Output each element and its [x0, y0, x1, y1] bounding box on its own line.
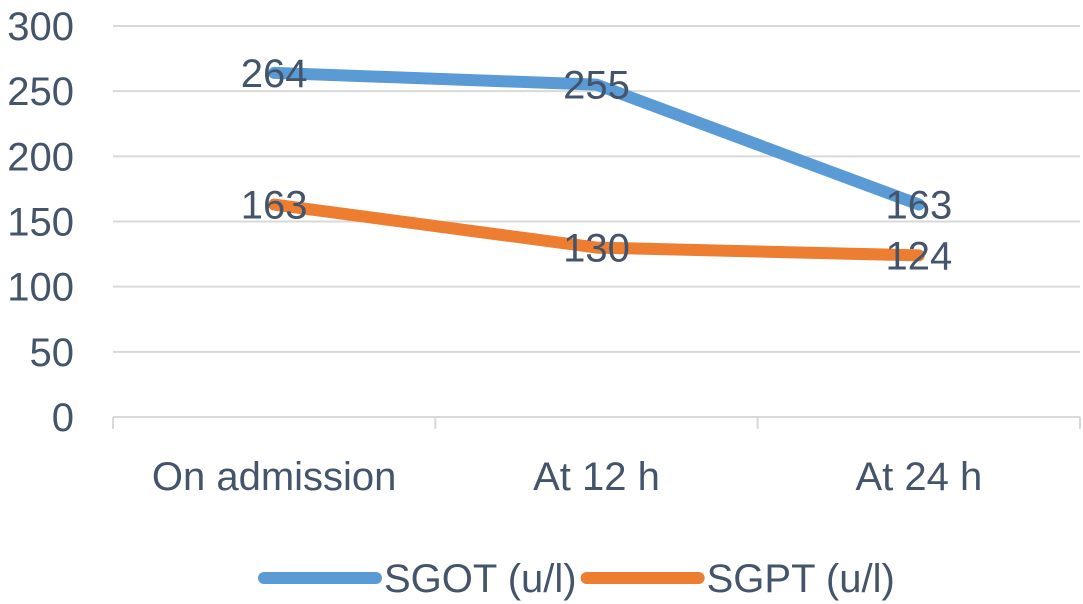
y-tick-label-250: 250: [7, 70, 74, 114]
x-axis: [112, 416, 1081, 429]
x-tick-label-0: On admission: [152, 455, 397, 499]
data-labels: 264 255 163 163 130 124: [241, 52, 952, 278]
series-line-0: [268, 66, 925, 211]
data-label-1-0: 163: [241, 184, 308, 228]
data-label-1-1: 130: [563, 227, 630, 271]
gridlines: [113, 25, 1080, 353]
data-label-0-1: 255: [563, 64, 630, 108]
data-label-1-2: 124: [885, 234, 952, 278]
x-axis-tick-labels: On admission At 12 h At 24 h: [152, 455, 982, 499]
series-lines: [268, 66, 925, 262]
series-line-1: [268, 198, 925, 262]
x-tick-label-2: At 24 h: [855, 455, 982, 499]
data-label-0-0: 264: [241, 52, 308, 96]
y-axis-tick-labels: 0 50 100 150 200 250 300: [7, 5, 74, 440]
y-tick-label-100: 100: [7, 266, 74, 310]
y-tick-label-300: 300: [7, 5, 74, 49]
data-label-0-2: 163: [885, 184, 952, 228]
legend-label-1: SGPT (u/l): [707, 557, 895, 601]
legend-label-0: SGOT (u/l): [384, 557, 577, 601]
y-tick-label-150: 150: [7, 201, 74, 245]
y-tick-label-50: 50: [30, 331, 75, 375]
x-tick-label-1: At 12 h: [533, 455, 660, 499]
legend: SGOT (u/l) SGPT (u/l): [258, 557, 895, 601]
y-tick-label-0: 0: [52, 396, 74, 440]
y-tick-label-200: 200: [7, 135, 74, 179]
